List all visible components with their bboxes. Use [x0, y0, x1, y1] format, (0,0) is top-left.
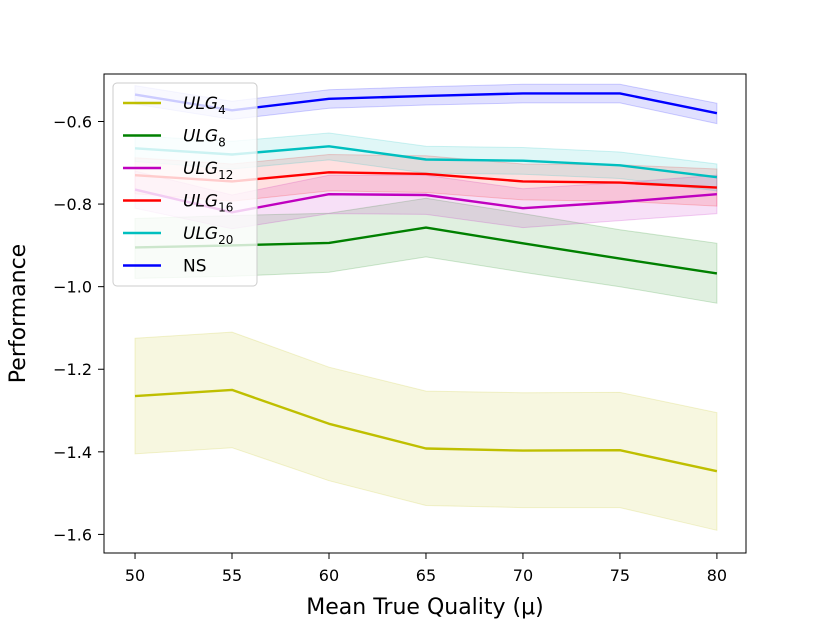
y-tick-label: −1.6 [53, 525, 92, 544]
legend-label-ns: NS [183, 257, 207, 277]
x-axis-label: Mean True Quality (μ) [306, 595, 543, 620]
legend: ULG4 ULG8 ULG12 ULG16 ULG20 NS [112, 82, 258, 287]
band-ulg12 [134, 170, 718, 230]
band-ulg8 [134, 197, 718, 304]
x-tick-label: 80 [707, 566, 727, 585]
y-axis-ticks: −0.6 −0.8 −1.0 −1.2 −1.4 −1.6 [53, 112, 104, 544]
x-tick-label: 65 [416, 566, 436, 585]
y-tick-label: −1.0 [53, 278, 92, 297]
legend-box [112, 82, 258, 287]
x-tick-label: 55 [222, 566, 242, 585]
x-axis-ticks: 50 55 60 65 70 75 80 [125, 553, 727, 585]
y-tick-label: −0.8 [53, 195, 92, 214]
x-tick-label: 60 [319, 566, 339, 585]
legend-label-ulg12: ULG12 [183, 159, 233, 182]
y-tick-label: −1.2 [53, 360, 92, 379]
legend-label-ulg4: ULG4 [183, 94, 226, 117]
legend-label-ulg16: ULG16 [183, 192, 233, 215]
y-tick-label: −0.6 [53, 112, 92, 131]
x-tick-label: 50 [125, 566, 145, 585]
y-axis-label: Performance [6, 244, 31, 383]
x-tick-label: 70 [513, 566, 533, 585]
legend-label-ulg8: ULG8 [183, 127, 226, 150]
plot-area-frame [103, 73, 747, 554]
line-ulg4 [134, 388, 718, 473]
legend-label-ulg20: ULG20 [183, 224, 233, 247]
band-ulg20 [134, 132, 718, 192]
confidence-bands [134, 83, 718, 531]
band-ulg4 [134, 331, 718, 531]
band-ulg16 [134, 153, 718, 207]
x-tick-label: 75 [610, 566, 630, 585]
y-tick-label: −1.4 [53, 443, 92, 462]
